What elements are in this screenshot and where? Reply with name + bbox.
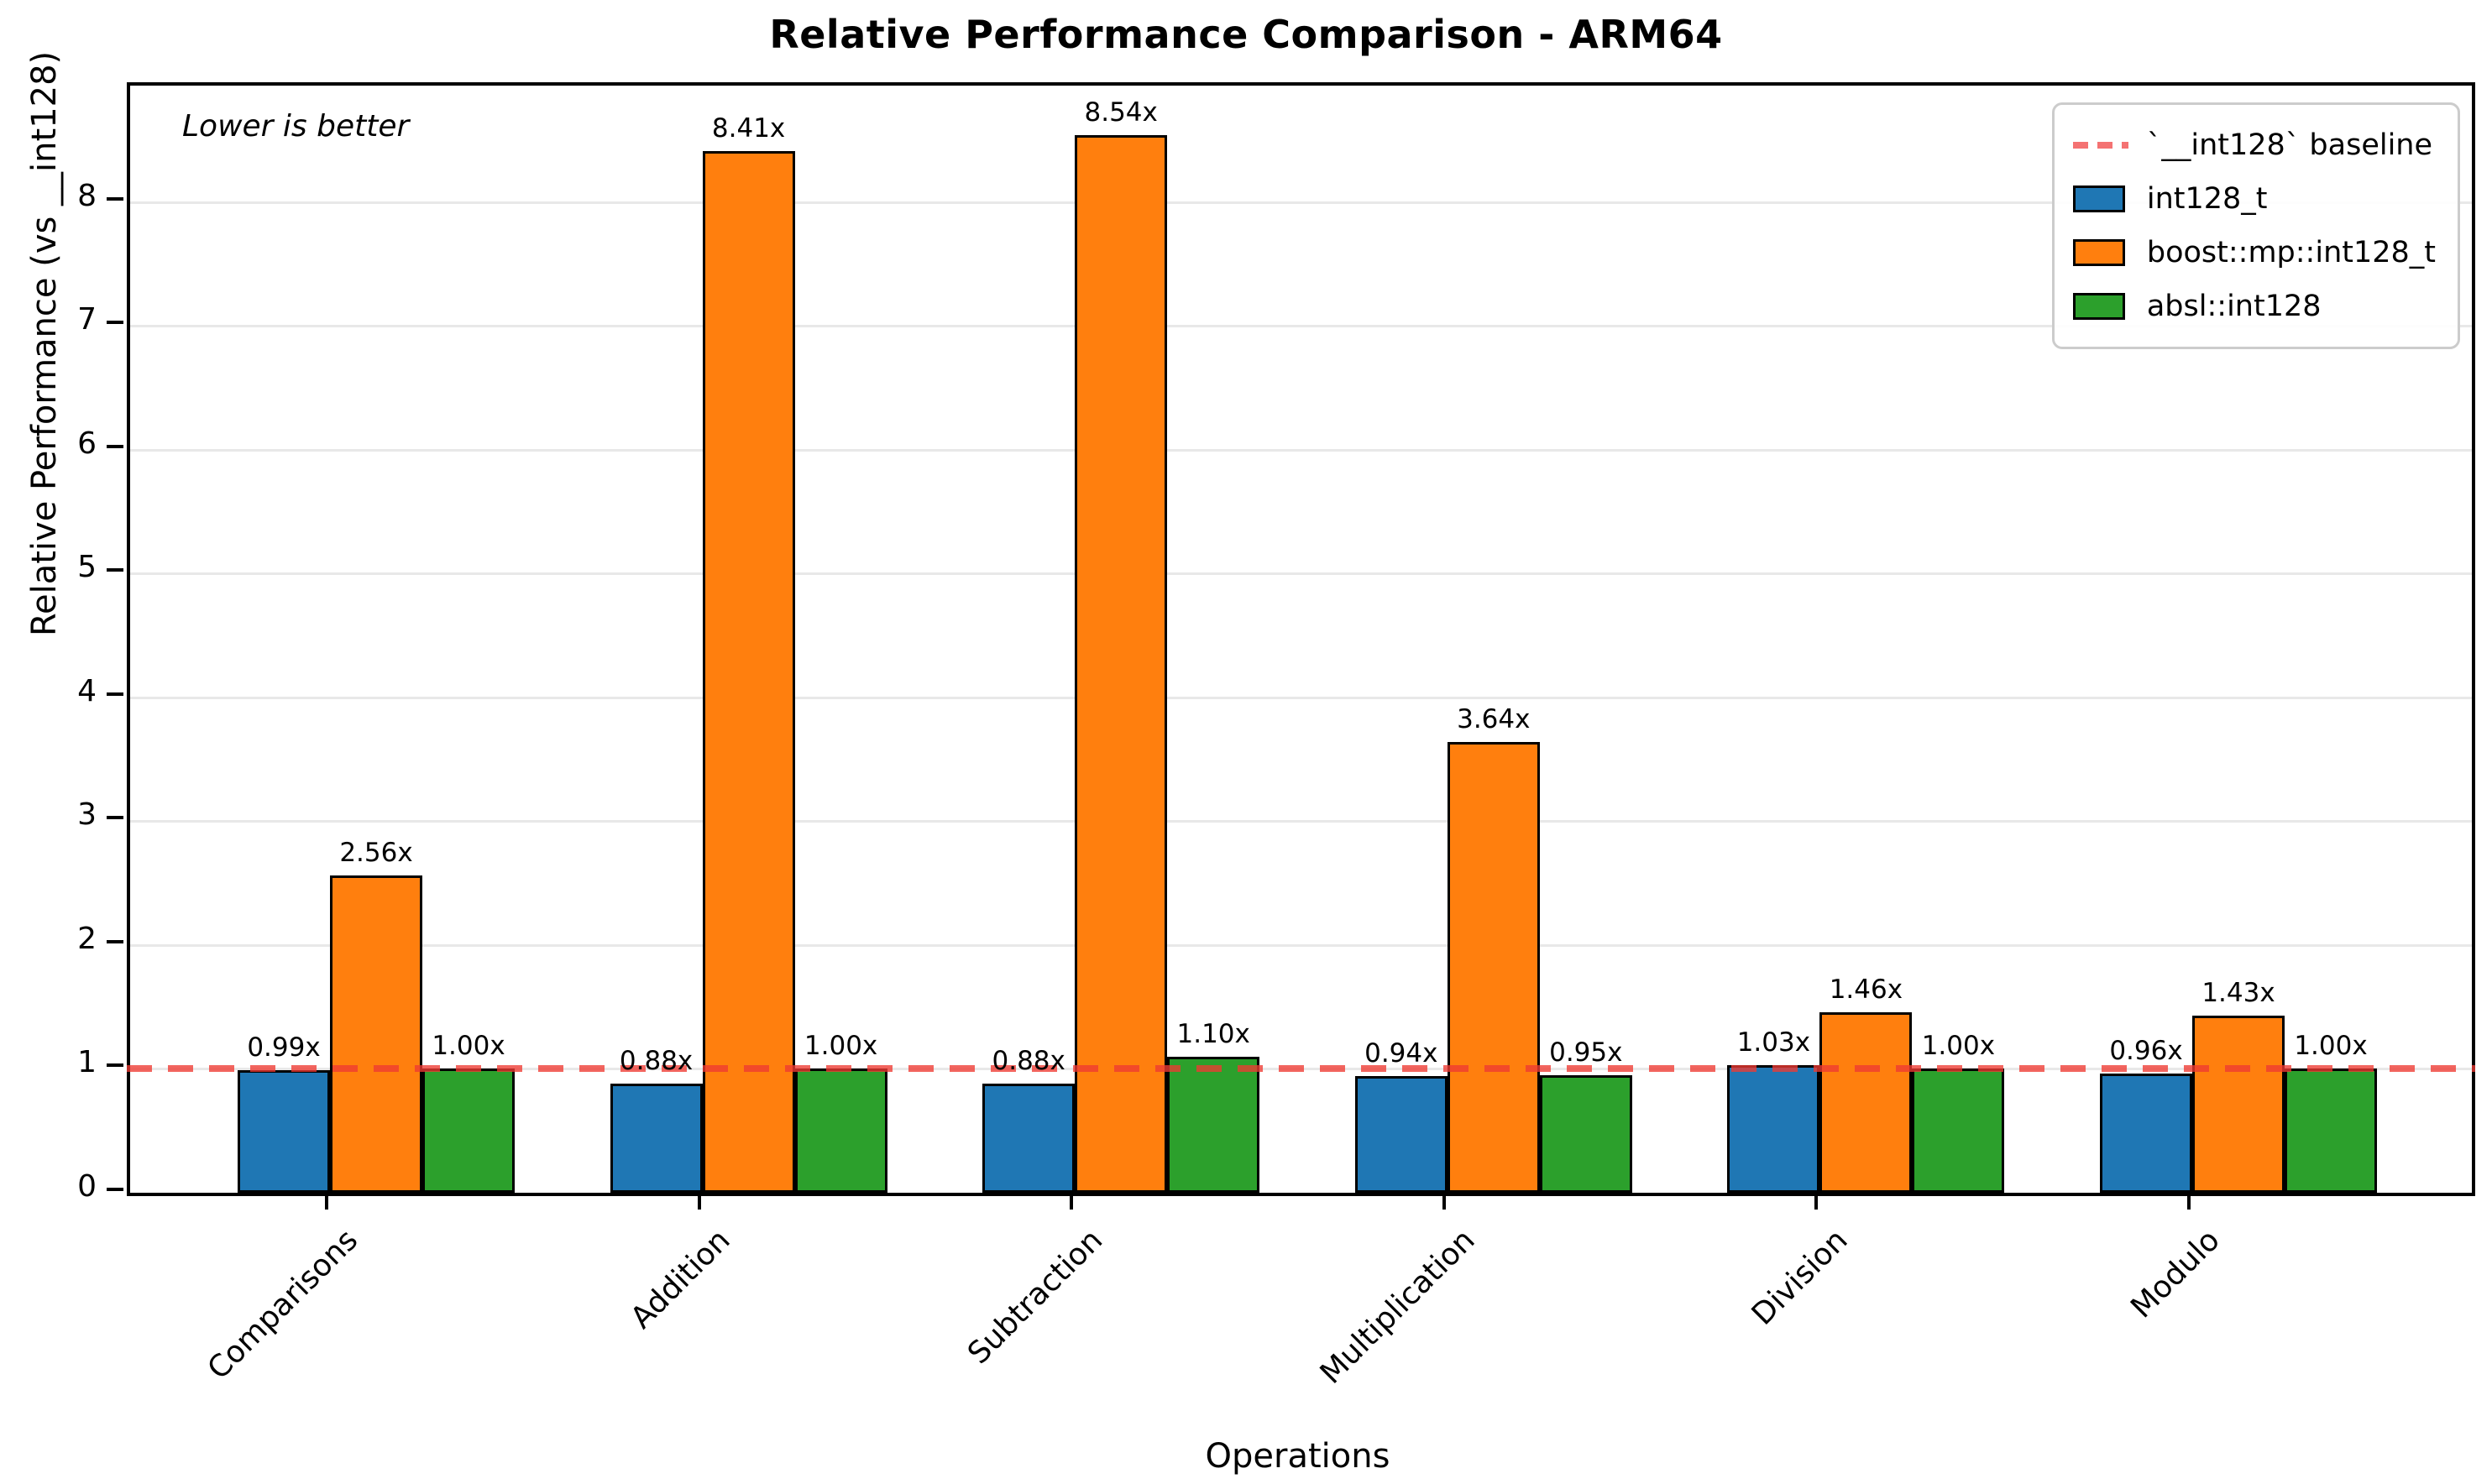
- bar-boost-mp-int128-t-modulo: [2192, 1016, 2285, 1193]
- bar-boost-mp-int128-t-subtraction: [1075, 135, 1168, 1193]
- x-tick-label-comparisons: Comparisons: [201, 1223, 364, 1387]
- bar-value-label: 0.99x: [247, 1032, 321, 1063]
- y-tick-mark: [107, 196, 123, 201]
- gridline: [130, 820, 2472, 823]
- legend-label-boost: boost::mp::int128_t: [2146, 236, 2436, 269]
- plot-area: Lower is better 0.99x 2.56x 1.00x 0.88x 8.41…: [127, 82, 2475, 1196]
- y-tick-mark: [107, 568, 123, 572]
- x-tick-mark: [1814, 1193, 1819, 1210]
- bar-value-label: 0.88x: [992, 1046, 1065, 1077]
- bar-value-label: 8.41x: [711, 113, 786, 144]
- x-tick-mark: [697, 1193, 701, 1210]
- y-tick-label: 1: [77, 1045, 97, 1080]
- y-tick-mark: [107, 1063, 123, 1068]
- bar-absl-int128-comparisons: [422, 1069, 515, 1193]
- y-axis-label: Relative Performance (vs __int128): [25, 50, 64, 636]
- y-tick-label: 8: [77, 178, 97, 213]
- blue-swatch-icon: [2072, 186, 2125, 212]
- y-tick-label: 5: [77, 550, 97, 585]
- legend-label-int128-t: int128_t: [2146, 182, 2268, 216]
- x-axis-label: Operations: [1205, 1437, 1390, 1476]
- bar-value-label: 1.00x: [1921, 1031, 1996, 1062]
- bar-absl-int128-addition: [794, 1069, 887, 1193]
- legend-item-absl: absl::int128: [2072, 280, 2436, 333]
- baseline-dash-icon: [2072, 142, 2128, 149]
- bar-value-label: 1.00x: [804, 1031, 878, 1062]
- bar-int128-t-modulo: [2100, 1074, 2192, 1193]
- legend-label-absl: absl::int128: [2146, 290, 2322, 323]
- bar-int128-t-addition: [610, 1084, 703, 1193]
- bar-int128-t-division: [1727, 1065, 1820, 1193]
- x-tick-label-multiplication: Multiplication: [1313, 1223, 1482, 1391]
- y-tick-mark: [107, 692, 123, 696]
- bar-value-label: 0.95x: [1549, 1037, 1623, 1068]
- y-tick-label: 2: [77, 921, 97, 956]
- legend-item-baseline: `__int128` baseline: [2072, 118, 2436, 172]
- y-tick-mark: [107, 939, 123, 943]
- bar-int128-t-comparisons: [238, 1069, 330, 1193]
- bar-boost-mp-int128-t-multiplication: [1447, 741, 1540, 1193]
- orange-swatch-icon: [2072, 239, 2125, 266]
- x-tick-label-division: Division: [1745, 1223, 1855, 1332]
- x-tick-mark: [2187, 1193, 2191, 1210]
- bar-absl-int128-multiplication: [1539, 1074, 1632, 1193]
- bar-value-label: 0.88x: [619, 1046, 694, 1077]
- bar-value-label: 0.96x: [2109, 1036, 2183, 1067]
- legend: `__int128` baseline int128_t boost::mp::…: [2051, 102, 2460, 349]
- bar-value-label: 1.00x: [432, 1031, 505, 1062]
- y-tick-label: 0: [77, 1169, 97, 1204]
- x-tick-mark: [1442, 1193, 1446, 1210]
- gridline: [130, 448, 2472, 452]
- gridline: [130, 201, 2472, 204]
- bar-int128-t-multiplication: [1354, 1076, 1448, 1193]
- y-tick-label: 4: [77, 673, 97, 708]
- legend-item-int128-t: int128_t: [2072, 172, 2436, 226]
- gridline: [130, 572, 2472, 576]
- bar-absl-int128-modulo: [2285, 1069, 2377, 1193]
- legend-item-boost: boost::mp::int128_t: [2072, 226, 2436, 280]
- bar-absl-int128-division: [1912, 1069, 2005, 1193]
- bar-value-label: 0.94x: [1364, 1038, 1438, 1069]
- y-tick-label: 3: [77, 797, 97, 833]
- bar-value-label: 1.03x: [1736, 1027, 1811, 1058]
- x-tick-mark: [1070, 1193, 1074, 1210]
- bar-value-label: 1.10x: [1176, 1018, 1250, 1049]
- bar-value-label: 1.46x: [1829, 974, 1903, 1005]
- gridline: [130, 325, 2472, 328]
- x-tick-label-modulo: Modulo: [2124, 1223, 2227, 1325]
- bar-value-label: 8.54x: [1084, 97, 1158, 128]
- y-tick-label: 6: [77, 426, 97, 461]
- bar-value-label: 3.64x: [1457, 703, 1531, 734]
- y-tick-mark: [107, 1188, 123, 1191]
- bar-boost-mp-int128-t-addition: [702, 151, 795, 1193]
- bar-boost-mp-int128-t-division: [1819, 1011, 1913, 1193]
- bar-absl-int128-subtraction: [1167, 1056, 1260, 1193]
- lower-is-better-annotation: Lower is better: [182, 109, 410, 144]
- bar-value-label: 1.43x: [2201, 978, 2275, 1009]
- gridline: [130, 943, 2472, 947]
- y-tick-mark: [107, 816, 123, 820]
- y-tick-mark: [107, 321, 123, 325]
- x-tick-label-subtraction: Subtraction: [961, 1223, 1110, 1372]
- y-tick-mark: [107, 444, 123, 448]
- legend-label-baseline: `__int128` baseline: [2146, 128, 2433, 162]
- bar-boost-mp-int128-t-comparisons: [330, 875, 422, 1193]
- x-tick-label-addition: Addition: [624, 1223, 737, 1336]
- x-tick-mark: [325, 1193, 328, 1210]
- chart-title: Relative Performance Comparison - ARM64: [769, 12, 1723, 57]
- bar-int128-t-subtraction: [982, 1084, 1076, 1193]
- baseline-dashed-line: [127, 1065, 2475, 1073]
- gridline: [130, 696, 2472, 699]
- y-tick-label: 7: [77, 302, 97, 337]
- bar-value-label: 2.56x: [339, 838, 413, 869]
- bar-value-label: 1.00x: [2294, 1031, 2368, 1062]
- green-swatch-icon: [2072, 293, 2125, 320]
